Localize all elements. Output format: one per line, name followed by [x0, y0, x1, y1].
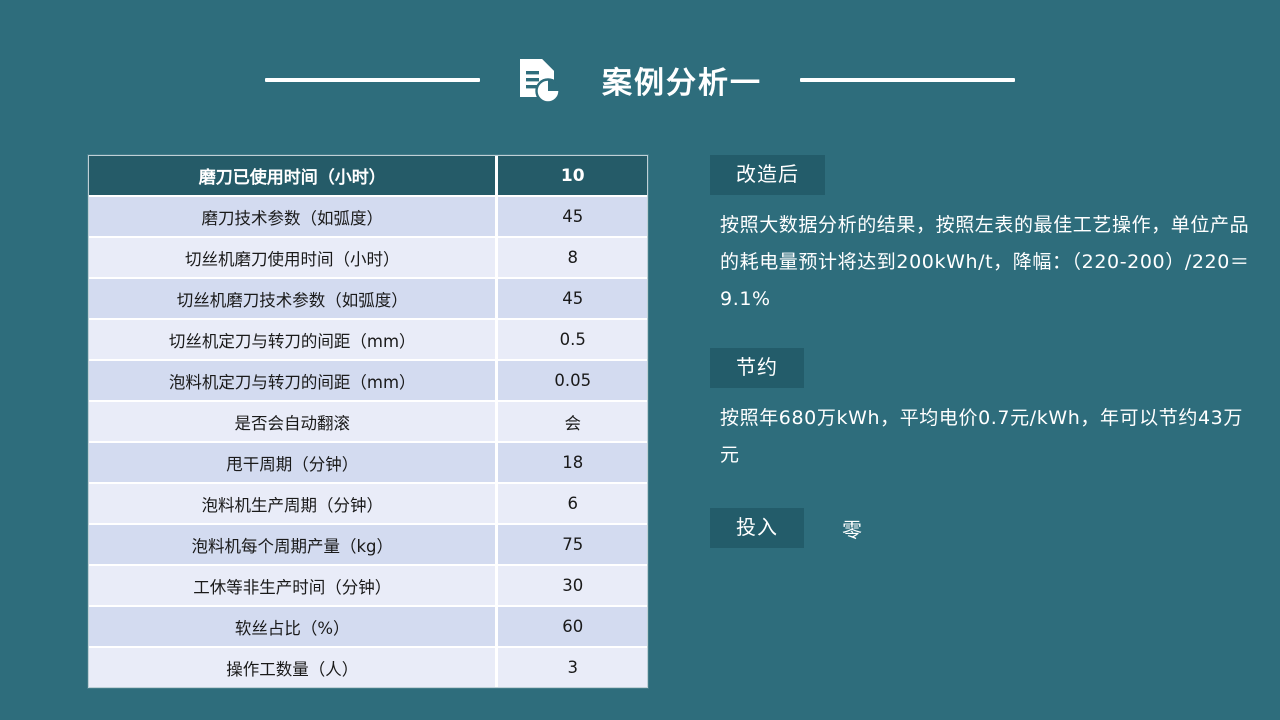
- table-row: 泡料机定刀与转刀的间距（mm） 0.05: [89, 361, 647, 402]
- row-value: 会: [495, 402, 647, 443]
- slide-header: 案例分析一: [0, 48, 1280, 112]
- section-saving: 节约 按照年680万kWh，平均电价0.7元/kWh，年可以节约43万元: [710, 348, 1255, 474]
- document-chart-icon: [508, 51, 566, 109]
- table-header-row: 磨刀已使用时间（小时） 10: [89, 156, 647, 197]
- badge-saving: 节约: [710, 348, 804, 388]
- row-label: 切丝机定刀与转刀的间距（mm）: [89, 320, 496, 361]
- row-value: 6: [495, 484, 647, 525]
- row-label: 操作工数量（人）: [89, 648, 496, 687]
- after-renovation-text: 按照大数据分析的结果，按照左表的最佳工艺操作，单位产品的耗电量预计将达到200k…: [720, 214, 1250, 310]
- table-row: 软丝占比（%） 60: [89, 607, 647, 648]
- row-value: 18: [495, 443, 647, 484]
- section-investment: 投入 零: [710, 508, 1255, 548]
- badge-investment: 投入: [710, 508, 804, 548]
- row-label: 泡料机生产周期（分钟）: [89, 484, 496, 525]
- table-row: 磨刀技术参数（如弧度） 45: [89, 197, 647, 238]
- saving-text: 按照年680万kWh，平均电价0.7元/kWh，年可以节约43万元: [720, 407, 1243, 466]
- row-label: 是否会自动翻滚: [89, 402, 496, 443]
- table-row: 操作工数量（人） 3: [89, 648, 647, 687]
- row-value: 60: [495, 607, 647, 648]
- table-head: 磨刀已使用时间（小时） 10: [89, 156, 647, 197]
- table-header-label: 磨刀已使用时间（小时）: [89, 156, 496, 197]
- investment-value: 零: [842, 517, 863, 542]
- parameters-table: 磨刀已使用时间（小时） 10 磨刀技术参数（如弧度） 45 切丝机磨刀使用时间（…: [89, 156, 647, 687]
- table-row: 甩干周期（分钟） 18: [89, 443, 647, 484]
- row-label: 甩干周期（分钟）: [89, 443, 496, 484]
- table-body: 磨刀技术参数（如弧度） 45 切丝机磨刀使用时间（小时） 8 切丝机磨刀技术参数…: [89, 197, 647, 687]
- table-row: 泡料机生产周期（分钟） 6: [89, 484, 647, 525]
- table-row: 是否会自动翻滚 会: [89, 402, 647, 443]
- table-row: 切丝机定刀与转刀的间距（mm） 0.5: [89, 320, 647, 361]
- header-rule-left: [265, 78, 480, 82]
- summary-panel: 改造后 按照大数据分析的结果，按照左表的最佳工艺操作，单位产品的耗电量预计将达到…: [710, 155, 1255, 548]
- header-rule-right: [800, 78, 1015, 82]
- row-label: 软丝占比（%）: [89, 607, 496, 648]
- row-value: 0.5: [495, 320, 647, 361]
- row-label: 泡料机定刀与转刀的间距（mm）: [89, 361, 496, 402]
- row-value: 45: [495, 279, 647, 320]
- table-row: 泡料机每个周期产量（kg） 75: [89, 525, 647, 566]
- row-value: 0.05: [495, 361, 647, 402]
- table-row: 工休等非生产时间（分钟） 30: [89, 566, 647, 607]
- row-label: 切丝机磨刀使用时间（小时）: [89, 238, 496, 279]
- badge-after-renovation: 改造后: [710, 155, 825, 195]
- row-value: 45: [495, 197, 647, 238]
- row-value: 3: [495, 648, 647, 687]
- parameters-table-container: 磨刀已使用时间（小时） 10 磨刀技术参数（如弧度） 45 切丝机磨刀使用时间（…: [88, 155, 648, 688]
- row-label: 泡料机每个周期产量（kg）: [89, 525, 496, 566]
- table-header-value: 10: [495, 156, 647, 197]
- row-label: 切丝机磨刀技术参数（如弧度）: [89, 279, 496, 320]
- row-label: 磨刀技术参数（如弧度）: [89, 197, 496, 238]
- section-after-renovation: 改造后 按照大数据分析的结果，按照左表的最佳工艺操作，单位产品的耗电量预计将达到…: [710, 155, 1255, 318]
- table-row: 切丝机磨刀使用时间（小时） 8: [89, 238, 647, 279]
- section-divider: [710, 318, 1255, 348]
- row-label: 工休等非生产时间（分钟）: [89, 566, 496, 607]
- page-title: 案例分析一: [602, 66, 762, 101]
- row-value: 75: [495, 525, 647, 566]
- table-row: 切丝机磨刀技术参数（如弧度） 45: [89, 279, 647, 320]
- row-value: 8: [495, 238, 647, 279]
- row-value: 30: [495, 566, 647, 607]
